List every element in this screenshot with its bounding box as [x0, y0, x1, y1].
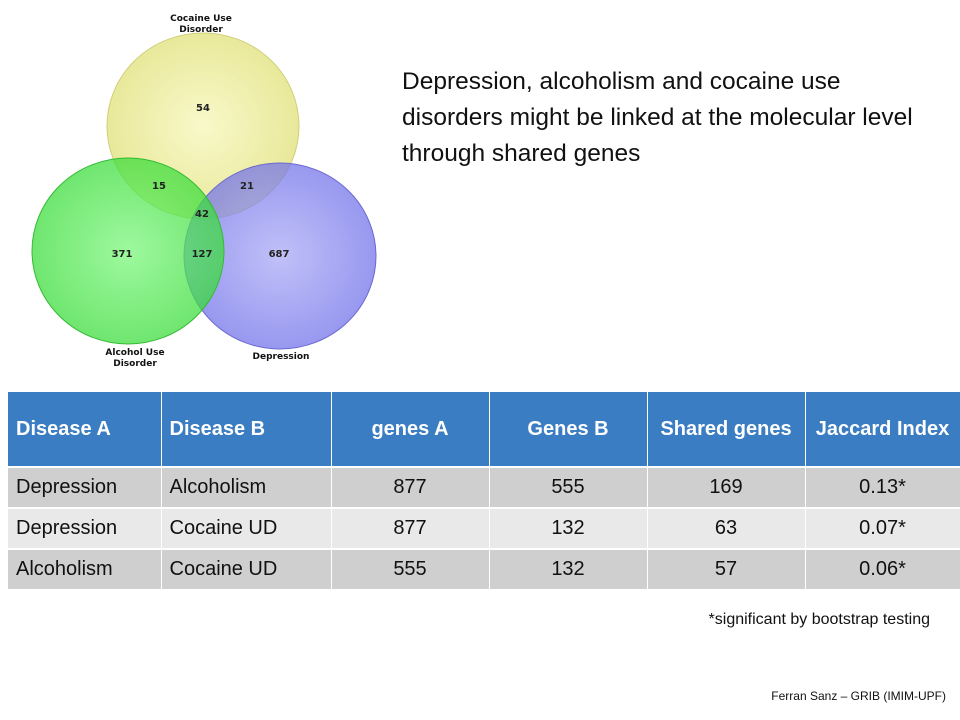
shared-genes-table: Disease A Disease B genes A Genes B Shar…: [8, 392, 960, 589]
venn-diagram: Cocaine Use Disorder Alcohol Use Disorde…: [31, 14, 377, 369]
header-genes-a: genes A: [331, 392, 490, 467]
cell-shared-genes: 169: [647, 466, 806, 508]
cell-shared-genes: 57: [647, 548, 806, 589]
credit: Ferran Sanz – GRIB (IMIM-UPF): [771, 689, 946, 703]
count-cocaine-only: 54: [196, 103, 210, 114]
label-depression: Depression: [253, 352, 310, 362]
footnote: *significant by bootstrap testing: [708, 611, 930, 628]
count-all-three: 42: [195, 209, 209, 220]
cell-genes-b: 555: [489, 466, 648, 508]
cell-genes-a: 555: [331, 548, 490, 589]
headline: Depression, alcoholism and cocaine use d…: [402, 68, 913, 167]
label-alcohol-line2: Disorder: [113, 359, 157, 369]
cell-genes-b: 132: [489, 548, 648, 589]
count-cocaine-alcohol: 15: [152, 181, 166, 192]
table-row: Alcoholism Cocaine UD 555 132 57 0.06*: [8, 548, 960, 589]
cell-disease-b: Cocaine UD: [161, 548, 332, 589]
table-row: Depression Alcoholism 877 555 169 0.13*: [8, 466, 960, 508]
cell-disease-a: Alcoholism: [8, 548, 162, 589]
cell-jaccard-index: 0.07*: [805, 507, 960, 549]
cell-jaccard-index: 0.06*: [805, 548, 960, 589]
header-genes-b: Genes B: [489, 392, 648, 467]
table-row: Depression Cocaine UD 877 132 63 0.07*: [8, 507, 960, 549]
header-disease-a: Disease A: [8, 392, 162, 467]
count-alcohol-only: 371: [112, 249, 133, 260]
count-depression-only: 687: [269, 249, 290, 260]
label-cocaine-line1: Cocaine Use: [170, 14, 232, 24]
cell-disease-b: Cocaine UD: [161, 507, 332, 549]
count-cocaine-depression: 21: [240, 181, 254, 192]
header-shared-genes: Shared genes: [647, 392, 806, 467]
header-disease-b: Disease B: [161, 392, 332, 467]
count-alcohol-depression: 127: [192, 249, 213, 260]
cell-shared-genes: 63: [647, 507, 806, 549]
label-alcohol-line1: Alcohol Use: [105, 348, 164, 358]
cell-genes-b: 132: [489, 507, 648, 549]
label-cocaine-line2: Disorder: [179, 25, 223, 35]
alcohol-use-disorder-circle: [31, 157, 225, 345]
cell-jaccard-index: 0.13*: [805, 466, 960, 508]
header-jaccard-index: Jaccard Index: [805, 392, 960, 467]
cell-disease-a: Depression: [8, 507, 162, 549]
cell-genes-a: 877: [331, 507, 490, 549]
cell-genes-a: 877: [331, 466, 490, 508]
table-header-row: Disease A Disease B genes A Genes B Shar…: [8, 392, 960, 467]
cell-disease-a: Depression: [8, 466, 162, 508]
cell-disease-b: Alcoholism: [161, 466, 332, 508]
